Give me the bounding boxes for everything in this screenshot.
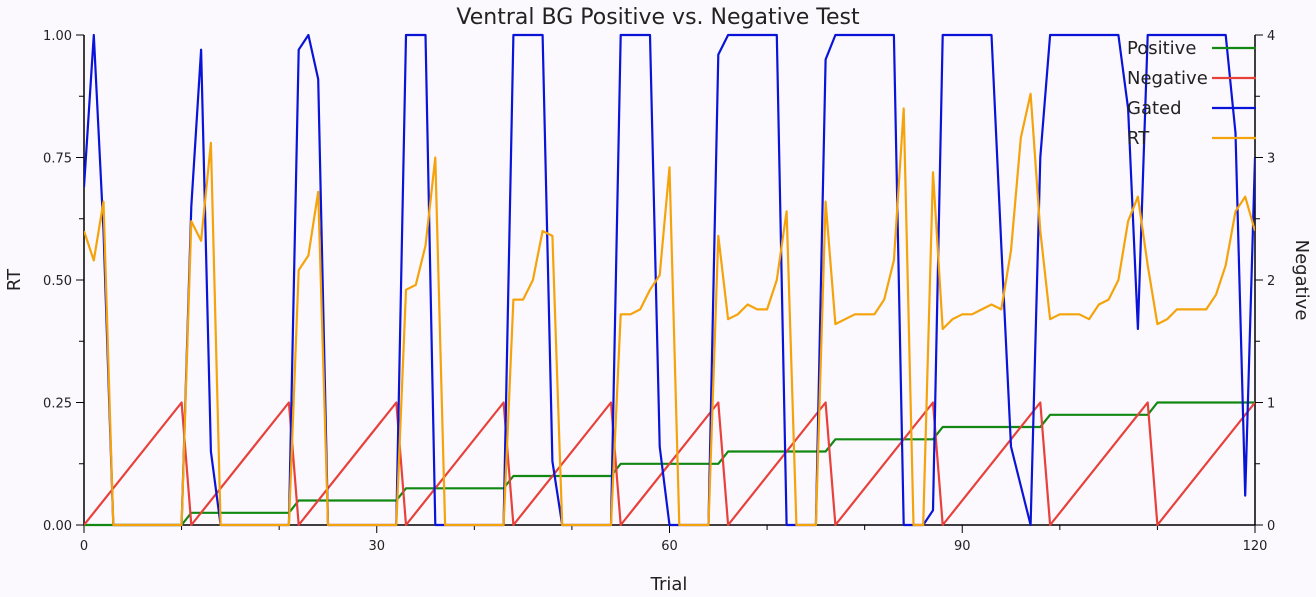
y-left-tick-label: 0.25 [43,397,72,412]
y-right-tick-label: 3 [1267,152,1275,167]
y-left-tick-label: 0.75 [43,152,72,167]
y-left-tick-label: 0.50 [43,274,72,289]
legend-label-gated: Gated [1127,98,1182,119]
y-axis-left-title: RT [4,268,25,291]
legend-label-rt: RT [1127,128,1150,149]
legend-label-positive: Positive [1127,38,1196,59]
series-positive-line [84,401,1255,527]
legend: Positive Negative Gated RT [1127,38,1256,149]
x-tick-label: 30 [368,539,385,554]
y-right-tick-label: 4 [1267,29,1275,44]
y-right-tick-label: 0 [1267,519,1275,534]
series-gated-line [84,33,1255,527]
y-right-tick-label: 1 [1267,397,1275,412]
series-rt-line [84,92,1255,527]
y-right-tick-label: 2 [1267,274,1275,289]
y-left-tick-label: 0.00 [43,519,72,534]
chart-title: Ventral BG Positive vs. Negative Test [456,5,860,30]
x-tick-label: 90 [954,539,971,554]
axes: 0 30 60 90 120 0.00 0.25 0.50 0.75 1.00 0 1 2 3 4 [43,29,1275,554]
x-tick-label: 120 [1243,539,1268,554]
y-left-tick-label: 1.00 [43,29,72,44]
plot-area [84,33,1255,527]
series-negative-line [84,401,1255,527]
x-tick-label: 60 [661,539,678,554]
x-tick-label: 0 [80,539,88,554]
legend-label-negative: Negative [1127,68,1208,89]
y-axis-right-title: Negative [1291,240,1312,321]
x-axis-title: Trial [650,574,688,595]
